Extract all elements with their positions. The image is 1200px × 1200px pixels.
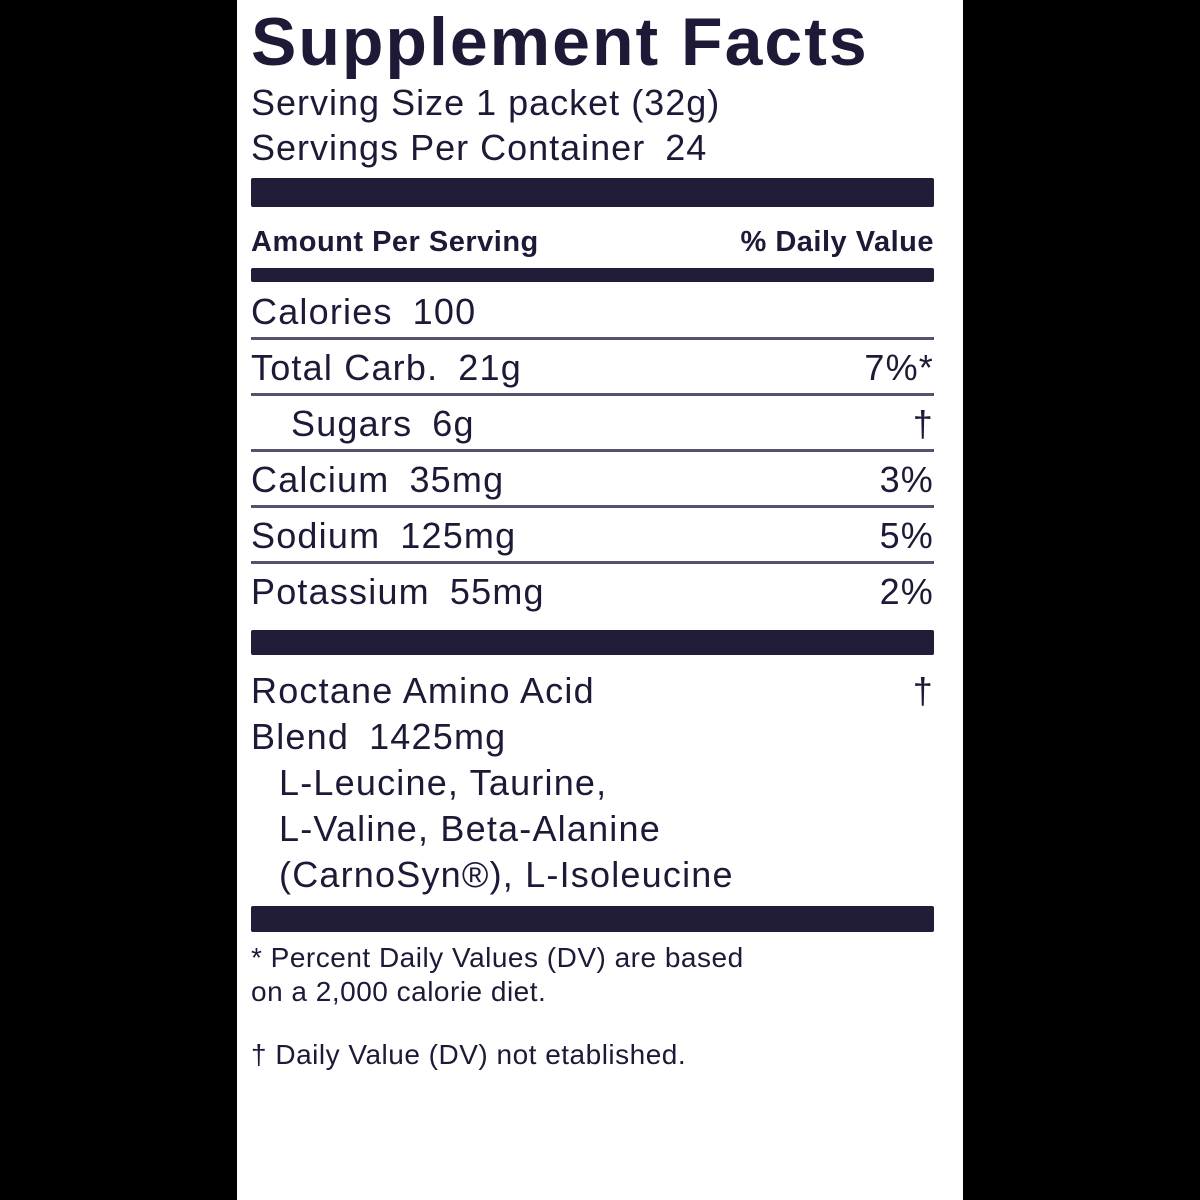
nutrient-row-calcium: Calcium 35mg 3%: [251, 452, 934, 508]
amount-per-serving-header: Amount Per Serving: [251, 226, 539, 258]
section-divider-bar: [251, 268, 934, 282]
servings-per-container-label: Servings Per Container: [251, 127, 646, 168]
nutrient-amount: 100: [412, 291, 477, 332]
servings-per-container-line: Servings Per Container 24: [251, 125, 934, 170]
panel-title: Supplement Facts: [251, 4, 869, 80]
nutrient-amount: 6g: [432, 403, 475, 444]
nutrient-dv: 7%*: [864, 347, 934, 388]
footnote-dv-not-established: † Daily Value (DV) not etablished.: [251, 1038, 934, 1072]
nutrient-dv: 2%: [879, 571, 934, 612]
nutrient-amount: 35mg: [409, 459, 505, 500]
blend-amount: 1425mg: [369, 716, 507, 757]
nutrient-row-calories: Calories 100: [251, 282, 934, 340]
blend-header: Roctane Amino Acid Blend 1425mg †: [251, 668, 934, 760]
blend-dv: †: [912, 670, 934, 711]
nutrient-name: Calcium: [251, 459, 390, 500]
servings-per-container-value: 24: [665, 127, 708, 168]
supplement-facts-panel: Supplement Facts Serving Size 1 packet (…: [237, 0, 963, 1200]
nutrient-row-sugars: Sugars 6g †: [251, 396, 934, 452]
section-divider-bar: [251, 906, 934, 932]
footnote-line: on a 2,000 calorie diet.: [251, 976, 547, 1007]
blend-name-line1: Roctane Amino Acid: [251, 670, 595, 711]
footnote-line: † Daily Value (DV) not etablished.: [251, 1039, 687, 1070]
blend-ingredient-line: L-Valine, Beta-Alanine: [279, 808, 661, 849]
amino-acid-blend-section: Roctane Amino Acid Blend 1425mg † L-Leuci…: [251, 655, 934, 898]
nutrient-amount: 55mg: [449, 571, 545, 612]
section-divider-bar: [251, 178, 934, 207]
nutrient-dv: †: [912, 403, 934, 444]
nutrient-dv: 3%: [879, 459, 934, 500]
nutrient-name: Calories: [251, 291, 393, 332]
nutrient-amount: 125mg: [400, 515, 517, 556]
blend-name: Roctane Amino Acid Blend 1425mg: [251, 668, 595, 760]
nutrient-row-sodium: Sodium 125mg 5%: [251, 508, 934, 564]
blend-ingredients: L-Leucine, Taurine, L-Valine, Beta-Alani…: [251, 760, 934, 898]
nutrient-name: Sodium: [251, 515, 381, 556]
blend-ingredient-line: L-Leucine, Taurine,: [279, 762, 608, 803]
nutrient-row-total-carb: Total Carb. 21g 7%*: [251, 340, 934, 396]
nutrient-dv: 5%: [879, 515, 934, 556]
nutrient-name: Sugars: [291, 403, 413, 444]
nutrient-amount: 21g: [458, 347, 522, 388]
blend-name-line2-label: Blend: [251, 716, 350, 757]
nutrient-name: Total Carb.: [251, 347, 439, 388]
footnote-line: * Percent Daily Values (DV) are based: [251, 942, 744, 973]
section-divider-bar: [251, 630, 934, 655]
nutrient-row-potassium: Potassium 55mg 2%: [251, 564, 934, 610]
nutrient-table: Calories 100 Total Carb. 21g 7%* Sugars 6g …: [251, 282, 934, 610]
footnote-percent-daily-values: * Percent Daily Values (DV) are based on…: [251, 941, 934, 1009]
blend-name-line2: Blend 1425mg: [251, 714, 595, 760]
column-header-row: Amount Per Serving % Daily Value: [251, 227, 934, 257]
daily-value-header: % Daily Value: [740, 226, 934, 258]
serving-size-line: Serving Size 1 packet (32g): [251, 82, 721, 123]
blend-ingredient-line: (CarnoSyn®), L-Isoleucine: [279, 854, 734, 895]
nutrient-name: Potassium: [251, 571, 430, 612]
